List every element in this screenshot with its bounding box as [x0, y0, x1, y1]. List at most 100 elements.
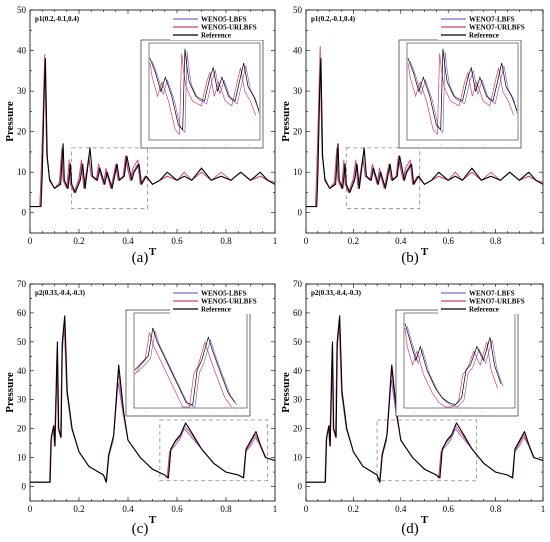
inset-series-line — [406, 326, 504, 408]
panel-title: p1(0.2,-0.1,0.4) — [35, 15, 80, 23]
zoom-inset: · · · · · — [395, 309, 519, 417]
panel-title: p2(0.33,-0.4,-0.3) — [311, 289, 362, 297]
zoom-inset: · · · · · — [398, 39, 522, 149]
inset-series-line — [149, 53, 257, 136]
panel-caption: (a) — [132, 250, 149, 266]
y-tick-label: 10 — [293, 167, 303, 177]
inset-tick-mark: · — [462, 142, 463, 147]
inset-frame — [395, 309, 519, 417]
y-tick-label: 60 — [17, 308, 27, 318]
y-tick-label: 30 — [293, 86, 303, 96]
x-tick-label: 0.6 — [171, 504, 183, 514]
panel-caption: (b) — [401, 250, 419, 266]
y-tick-label: 30 — [293, 395, 303, 405]
x-tick-label: 0.2 — [348, 236, 359, 246]
x-tick-label: 0.6 — [171, 236, 183, 246]
y-tick-label: 30 — [17, 86, 27, 96]
inset-tick-mark: · — [248, 142, 249, 147]
y-tick-label: 20 — [293, 127, 303, 137]
inset-tick-mark: · — [182, 142, 183, 147]
y-axis-label: Pressure — [280, 101, 292, 142]
y-tick-label: 20 — [293, 424, 303, 434]
series-line-reference — [306, 315, 544, 483]
y-tick-label: 0 — [298, 482, 303, 492]
legend-entry: Reference — [201, 306, 231, 314]
y-tick-label: 50 — [17, 337, 27, 347]
y-tick-label: 60 — [293, 308, 303, 318]
x-tick-label: 0.8 — [220, 236, 232, 246]
zoom-region-box — [159, 419, 269, 482]
inset-tick-mark: · — [145, 410, 146, 415]
x-tick-label: 0.2 — [73, 504, 84, 514]
inset-series-line — [151, 51, 260, 134]
series-line-weno7-urlbfs — [306, 46, 544, 208]
zoom-inset: · · · · · — [125, 309, 251, 417]
x-tick-label: 0 — [304, 504, 309, 514]
inset-tick-mark: · — [167, 410, 168, 415]
y-tick-label: 0 — [22, 208, 27, 218]
legend-entry: WENO7-LBFS — [469, 16, 515, 24]
x-tick-label: 0 — [28, 504, 33, 514]
plot-frame — [305, 9, 544, 234]
legend-entry: Reference — [469, 306, 499, 314]
x-tick-label: 1 — [273, 236, 278, 246]
legend-entry: WENO5-URLBFS — [201, 24, 257, 32]
x-tick-label: 1 — [541, 236, 546, 246]
inset-tick-mark: · — [440, 142, 441, 147]
x-tick-label: 1 — [541, 504, 546, 514]
inset-series-line — [409, 51, 518, 134]
series-line-reference — [30, 58, 276, 208]
y-tick-label: 50 — [293, 337, 303, 347]
y-tick-label: 20 — [17, 424, 27, 434]
inset-tick-mark: · — [481, 410, 482, 415]
inset-axes-frame — [148, 42, 261, 141]
zoom-inset: · · · · · — [140, 39, 264, 149]
inset-tick-mark: · — [437, 410, 438, 415]
y-tick-label: 20 — [17, 127, 27, 137]
y-tick-label: 50 — [17, 5, 27, 15]
inset-tick-mark: · — [226, 142, 227, 147]
y-tick-label: 40 — [293, 46, 303, 56]
plot-frame — [29, 283, 276, 502]
inset-tick-mark: · — [159, 142, 160, 147]
inset-tick-mark: · — [506, 142, 507, 147]
x-tick-label: 0.6 — [443, 236, 455, 246]
x-tick-label: 0.2 — [73, 236, 84, 246]
x-tick-label: 0.8 — [490, 504, 502, 514]
y-tick-label: 70 — [293, 279, 303, 289]
y-axis-label: Pressure — [4, 101, 16, 142]
x-tick-label: 0.8 — [220, 504, 232, 514]
panel-title: p2(0.33,-0.4,-0.3) — [35, 289, 86, 297]
inset-series-line — [407, 48, 518, 131]
inset-frame — [398, 39, 522, 149]
x-tick-label: 0.4 — [122, 236, 134, 246]
series-line-weno5-urlbfs — [30, 54, 276, 208]
inset-tick-mark: · — [190, 410, 191, 415]
x-tick-label: 0.4 — [395, 236, 407, 246]
inset-series-line — [136, 330, 238, 408]
x-tick-label: 0.4 — [122, 504, 134, 514]
inset-axes-frame — [406, 42, 519, 141]
series-line-reference — [30, 315, 276, 483]
y-tick-label: 0 — [298, 208, 303, 218]
inset-series-line — [149, 48, 260, 131]
y-tick-label: 10 — [17, 453, 27, 463]
legend-entry: WENO5-URLBFS — [201, 298, 257, 306]
x-tick-label: 0.2 — [348, 504, 359, 514]
panel-caption: (c) — [132, 521, 149, 537]
y-tick-label: 40 — [293, 366, 303, 376]
inset-frame — [140, 39, 264, 149]
y-tick-label: 50 — [293, 5, 303, 15]
legend-entry: WENO7-URLBFS — [469, 24, 525, 32]
inset-tick-mark: · — [417, 142, 418, 147]
inset-series-line — [404, 327, 498, 408]
inset-series-line — [407, 53, 515, 136]
legend-entry: WENO7-URLBFS — [469, 298, 525, 306]
plot-frame — [29, 9, 276, 234]
